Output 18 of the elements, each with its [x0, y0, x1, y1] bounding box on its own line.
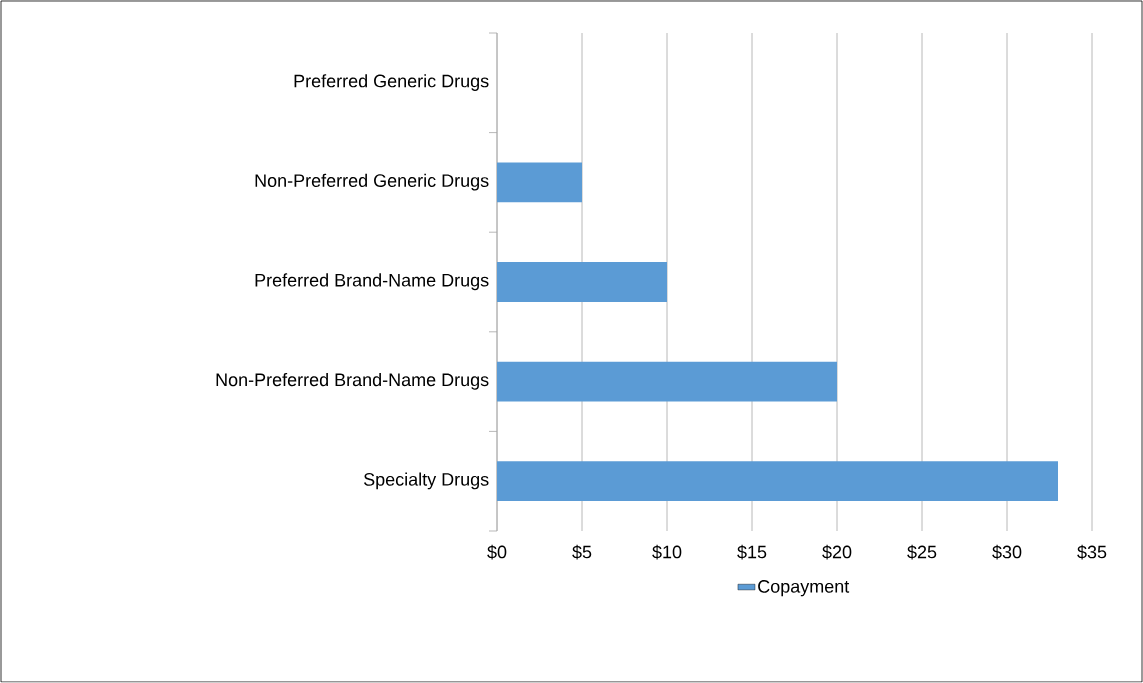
bar — [497, 361, 838, 402]
x-tick-label: $15 — [737, 544, 767, 560]
x-tick-label: $35 — [1077, 544, 1107, 560]
x-tick-label: $0 — [487, 544, 507, 560]
y-tick-label: Preferred Brand-Name Drugs — [255, 273, 489, 291]
x-tick-label: $25 — [907, 544, 937, 560]
legend-label: Copayment — [758, 580, 850, 597]
bar — [497, 162, 582, 203]
x-tick-label: $20 — [822, 544, 852, 560]
x-tick-label: $10 — [652, 544, 682, 560]
bar — [497, 461, 1059, 502]
y-tick-label: Preferred Generic Drugs — [294, 74, 489, 91]
x-tick-label: $30 — [992, 544, 1022, 560]
x-tick-label: $5 — [572, 544, 592, 560]
y-tick-label: Specialty Drugs — [363, 472, 489, 490]
y-tick-label: Non-Preferred Brand-Name Drugs — [216, 372, 489, 390]
bar — [497, 262, 667, 302]
y-tick-label: Non-Preferred Generic Drugs — [255, 173, 489, 191]
